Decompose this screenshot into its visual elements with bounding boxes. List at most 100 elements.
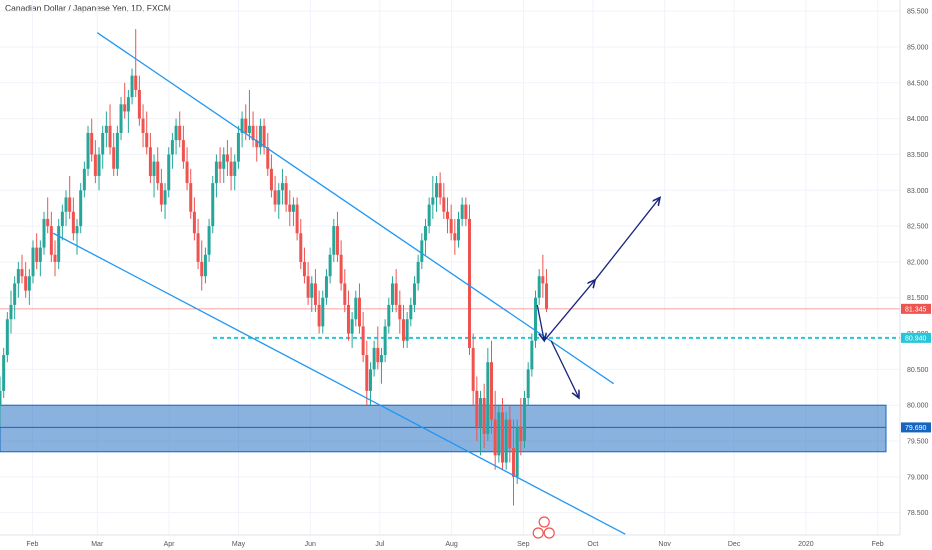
candle-body	[401, 319, 405, 341]
price-tick-label: 82.500	[907, 224, 929, 231]
candle-body	[214, 161, 218, 184]
candle-body	[126, 97, 130, 112]
candle-body	[189, 183, 193, 212]
candle-body	[508, 419, 512, 449]
candle-body	[445, 211, 449, 219]
candle-body	[123, 104, 127, 112]
candle-body	[475, 390, 479, 427]
candle-body	[86, 132, 90, 169]
candle-body	[49, 226, 53, 255]
candle-body	[170, 140, 174, 155]
candle-body	[90, 132, 94, 155]
candle-body	[302, 261, 306, 277]
candle-body	[251, 125, 255, 141]
projection-arrow	[594, 197, 660, 281]
candle-body	[101, 132, 105, 155]
price-tag-label: 80.940	[905, 335, 927, 342]
candle-body	[196, 233, 200, 262]
candle-body	[13, 283, 17, 305]
price-tick-label: 83.000	[907, 188, 929, 195]
candle-body	[233, 161, 237, 176]
candle-body	[236, 132, 240, 162]
projection-arrow	[536, 304, 544, 341]
candle-body	[167, 154, 171, 191]
event-marker-icon	[538, 516, 550, 528]
candle-body	[427, 204, 431, 227]
candle-body	[269, 168, 273, 191]
candle-body	[390, 283, 394, 305]
candle-body	[361, 326, 365, 356]
candle-body	[284, 183, 288, 205]
candle-body	[438, 183, 442, 198]
support-zone	[0, 404, 887, 453]
price-tick-label: 80.500	[907, 367, 929, 374]
candle-body	[38, 247, 42, 262]
candle-body	[354, 297, 358, 320]
candle-body	[519, 426, 523, 442]
trend-channel	[52, 32, 626, 535]
candle-body	[68, 197, 72, 212]
candle-body	[526, 369, 530, 399]
candle-body	[240, 118, 244, 133]
candle-body	[203, 254, 207, 277]
candle-body	[134, 75, 138, 90]
candle-body	[335, 226, 339, 255]
candle-body	[486, 362, 490, 434]
candle-body	[295, 204, 299, 234]
candle-body	[64, 197, 68, 212]
projection-arrows	[536, 197, 660, 398]
price-tick-label: 84.000	[907, 116, 929, 123]
candle-body	[515, 426, 519, 477]
candle-body	[394, 283, 398, 305]
candle-body	[512, 448, 516, 477]
candle-body	[530, 340, 534, 370]
price-tag-bg	[901, 332, 931, 343]
candle-body	[108, 125, 112, 148]
candle-body	[258, 125, 262, 148]
price-tags: 81.345 80.940 79.690	[901, 303, 931, 433]
candle-body	[185, 161, 189, 184]
price-tick-label: 82.000	[907, 259, 929, 266]
time-tick-label: Oct	[587, 541, 598, 548]
candle-body	[277, 190, 281, 205]
price-tick-label: 83.500	[907, 152, 929, 159]
candle-body	[273, 190, 277, 205]
price-tick-label: 81.500	[907, 295, 929, 302]
candle-body	[27, 276, 31, 291]
candle-body	[145, 132, 149, 148]
horizontal-levels	[0, 308, 900, 339]
candle-body	[346, 304, 350, 334]
candle-body	[42, 218, 46, 248]
candle-body	[372, 347, 376, 370]
candle-body	[207, 226, 211, 255]
candle-body	[299, 233, 303, 262]
candle-body	[523, 398, 527, 442]
price-tick-label: 85.000	[907, 44, 929, 51]
candle-body	[24, 276, 28, 291]
candle-body	[376, 347, 380, 363]
time-tick-label: Feb	[872, 541, 884, 548]
candle-body	[482, 398, 486, 434]
chart-title: Canadian Dollar / Japanese Yen, 1D, FXCM	[5, 3, 171, 13]
candle-body	[313, 283, 317, 305]
candle-body	[490, 362, 494, 420]
candle-body	[467, 218, 471, 348]
candle-body	[20, 269, 24, 277]
candle-body	[5, 319, 9, 356]
candle-body	[332, 226, 336, 255]
candle-body	[310, 283, 314, 298]
candle-body	[266, 147, 270, 169]
candle-body	[420, 240, 424, 262]
candle-body	[97, 154, 101, 176]
candle-body	[79, 190, 83, 227]
candle-body	[57, 226, 61, 262]
candlesticks	[0, 29, 549, 506]
candle-body	[60, 211, 64, 227]
time-tick-label: Sep	[517, 541, 530, 548]
candle-body	[0, 390, 2, 406]
candle-body	[471, 347, 475, 391]
candle-body	[130, 75, 134, 98]
candle-body	[501, 412, 505, 463]
candle-body	[464, 204, 468, 219]
